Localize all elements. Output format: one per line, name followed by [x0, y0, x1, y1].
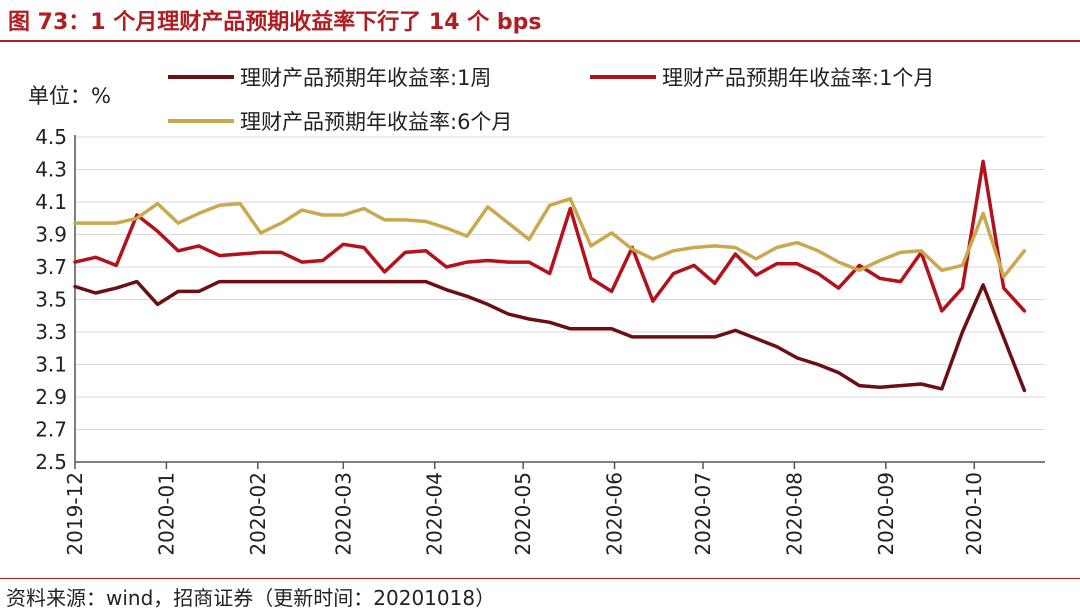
series-line-1w: [73, 279, 1027, 393]
y-tick-label: 3.9: [35, 223, 67, 247]
legend-swatch-1m: [590, 75, 656, 79]
source-rule: [0, 578, 1080, 579]
x-tick-label: 2019-12: [63, 472, 87, 556]
x-tick-label: 2020-06: [603, 472, 627, 556]
x-tick-label: 2020-08: [782, 472, 806, 556]
x-tick-label: 2020-09: [874, 472, 898, 556]
source-note: 资料来源：wind，招商证券（更新时间：20201018）: [6, 586, 496, 610]
x-tick-label: 2020-05: [511, 472, 535, 556]
y-tick-label: 3.3: [35, 320, 67, 344]
y-tick-label: 4.1: [35, 190, 67, 214]
y-tick-label: 4.5: [35, 125, 67, 149]
legend-item-6m: 理财产品预期年收益率:6个月: [168, 106, 512, 136]
y-tick-label: 4.3: [35, 158, 67, 182]
y-tick-label: 3.1: [35, 353, 67, 377]
x-tick-label: 2020-01: [154, 472, 178, 556]
title-rule: [0, 40, 1080, 42]
y-tick-label: 3.5: [35, 288, 67, 312]
legend-label-1w: 理财产品预期年收益率:1周: [240, 66, 492, 90]
unit-label: 单位：%: [28, 84, 111, 108]
x-tick-label: 2020-10: [962, 472, 986, 556]
legend-label-6m: 理财产品预期年收益率:6个月: [240, 110, 513, 134]
x-tick-label: 2020-03: [331, 472, 355, 556]
x-tick-label: 2020-04: [423, 472, 447, 556]
legend-swatch-1w: [168, 75, 234, 79]
series-line-6m: [73, 197, 1027, 279]
series-line-1m: [73, 159, 1027, 313]
x-tick-label: 2020-02: [246, 472, 270, 556]
legend-swatch-6m: [168, 119, 234, 123]
figure-title: 图 73：1 个月理财产品预期收益率下行了 14 个 bps: [8, 10, 542, 35]
y-tick-label: 2.5: [35, 450, 67, 474]
legend-label-1m: 理财产品预期年收益率:1个月: [662, 66, 935, 90]
legend-item-1w: 理财产品预期年收益率:1周: [168, 62, 491, 92]
legend-item-1m: 理财产品预期年收益率:1个月: [590, 62, 934, 92]
y-tick-label: 3.7: [35, 255, 67, 279]
y-tick-label: 2.9: [35, 385, 67, 409]
x-tick-label: 2020-07: [691, 472, 715, 556]
y-tick-label: 2.7: [35, 418, 67, 442]
